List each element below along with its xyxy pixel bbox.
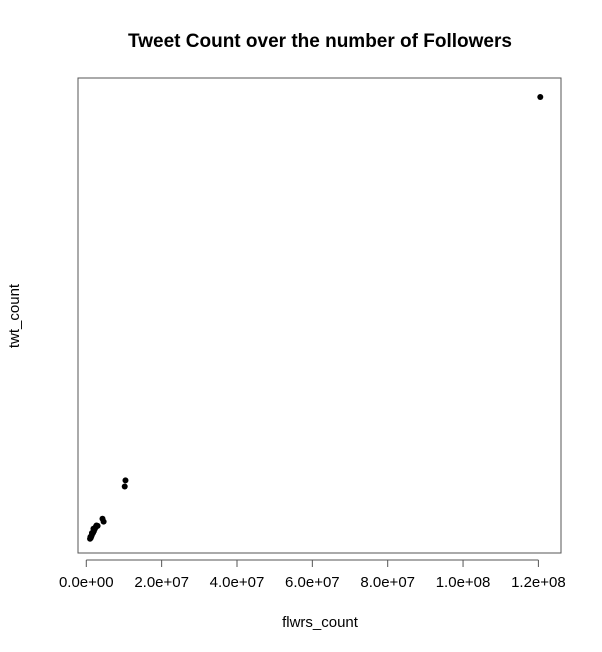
plot-area: [77, 77, 562, 554]
x-axis-label: flwrs_count: [282, 614, 359, 631]
x-tick-label: 0.0e+00: [59, 574, 114, 591]
x-axis: 0.0e+00 2.0e+07 4.0e+07 6.0e+07 8.0e+07 1.0e+…: [59, 559, 566, 591]
x-tick-label: 6.0e+07: [285, 574, 340, 591]
x-tick-label: 1.2e+08: [511, 574, 566, 591]
x-tick-label: 2.0e+07: [134, 574, 189, 591]
data-point: [94, 522, 101, 529]
data-point: [121, 483, 128, 490]
x-tick-label: 4.0e+07: [210, 574, 265, 591]
data-point: [122, 477, 129, 484]
y-axis-label: twt_count: [6, 283, 23, 348]
data-points: [87, 94, 544, 542]
data-point: [537, 94, 544, 100]
x-tick-label: 8.0e+07: [360, 574, 415, 591]
data-point: [100, 518, 107, 525]
chart-title: Tweet Count over the number of Followers: [128, 31, 512, 52]
x-tick-label: 1.0e+08: [436, 574, 491, 591]
